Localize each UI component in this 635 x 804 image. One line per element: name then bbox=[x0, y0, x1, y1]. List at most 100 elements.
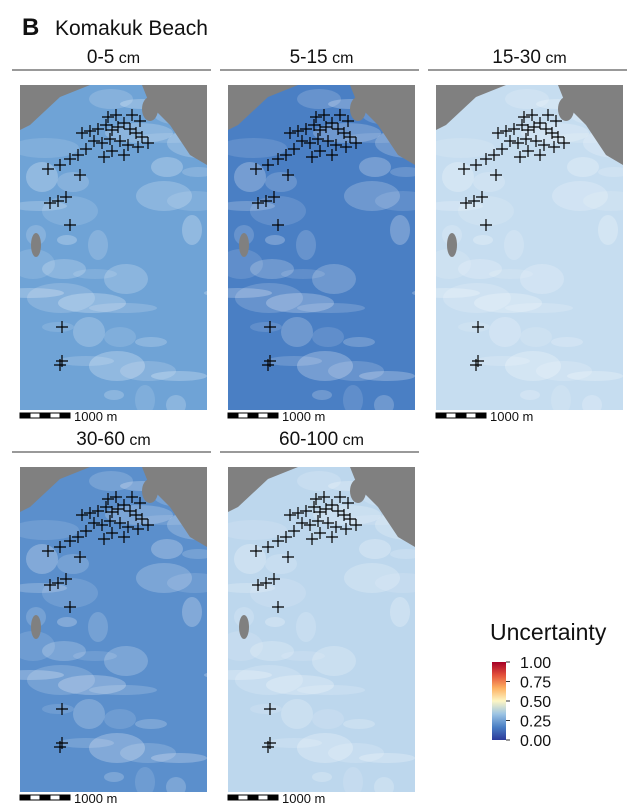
scale-bar bbox=[456, 413, 466, 418]
map-texture bbox=[312, 327, 344, 347]
map-texture bbox=[374, 777, 394, 797]
map-texture bbox=[73, 699, 105, 729]
map-texture bbox=[427, 201, 483, 211]
map-texture bbox=[219, 583, 275, 593]
map-texture bbox=[204, 288, 272, 298]
lake bbox=[239, 615, 249, 639]
map-texture bbox=[312, 709, 344, 729]
lake bbox=[447, 233, 457, 257]
map-texture bbox=[235, 665, 303, 695]
panel-depth: 5-15 bbox=[290, 47, 328, 68]
panel-unit: cm bbox=[332, 50, 353, 67]
scale-bar bbox=[446, 413, 456, 418]
figure-title: Komakuk Beach bbox=[55, 17, 208, 40]
map-texture bbox=[390, 215, 410, 245]
map-texture bbox=[359, 157, 391, 177]
panel-depth: 60-100 bbox=[279, 429, 338, 450]
map-texture bbox=[296, 230, 316, 260]
scale-bar bbox=[50, 413, 60, 418]
scale-bar bbox=[40, 795, 50, 800]
scale-bar bbox=[248, 795, 258, 800]
scale-bar bbox=[238, 795, 248, 800]
scale-bar bbox=[30, 795, 40, 800]
map-texture bbox=[343, 385, 363, 415]
map-texture bbox=[26, 162, 58, 192]
scale-bar bbox=[466, 413, 476, 418]
map-texture bbox=[343, 337, 375, 347]
map-texture bbox=[390, 597, 410, 627]
map-texture bbox=[104, 264, 148, 294]
lake bbox=[142, 97, 158, 121]
colorbar-label: 0.75 bbox=[520, 675, 551, 692]
scale-bar bbox=[60, 795, 70, 800]
map-texture bbox=[89, 471, 133, 491]
panel-depth: 30-60 bbox=[76, 429, 125, 450]
map-texture bbox=[88, 612, 108, 642]
scale-bar bbox=[228, 413, 238, 418]
panel-unit: cm bbox=[119, 50, 140, 67]
colorbar-label: 0.00 bbox=[520, 733, 551, 750]
colorbar-label: 0.50 bbox=[520, 694, 551, 711]
colorbar-label: 1.00 bbox=[520, 655, 551, 672]
map-texture bbox=[219, 138, 287, 158]
map-texture bbox=[312, 390, 332, 400]
map-texture bbox=[135, 767, 155, 797]
scale-label: 1000 m bbox=[282, 409, 325, 424]
map-texture bbox=[343, 719, 375, 729]
lake bbox=[31, 233, 41, 257]
map-texture bbox=[567, 157, 599, 177]
map-texture bbox=[89, 733, 145, 763]
map-texture bbox=[135, 719, 167, 729]
lake bbox=[350, 479, 366, 503]
scale-bar bbox=[20, 795, 30, 800]
colorbar-label: 0.25 bbox=[520, 714, 551, 731]
map-texture bbox=[343, 767, 363, 797]
map-texture bbox=[281, 317, 313, 347]
panel-unit: cm bbox=[343, 432, 364, 449]
map-texture bbox=[57, 617, 77, 627]
scale-bar bbox=[50, 795, 60, 800]
map-texture bbox=[312, 646, 356, 676]
scale-bar bbox=[436, 413, 446, 418]
lake bbox=[239, 233, 249, 257]
map-texture bbox=[11, 138, 79, 158]
map-texture bbox=[151, 539, 183, 559]
map-texture bbox=[520, 264, 564, 294]
scale-bar bbox=[20, 413, 30, 418]
map-texture bbox=[552, 181, 608, 211]
map-texture bbox=[551, 337, 583, 347]
map-texture bbox=[11, 520, 79, 540]
lake bbox=[142, 479, 158, 503]
map-texture bbox=[520, 327, 552, 347]
map-texture bbox=[27, 665, 95, 695]
map-panel: 5-15 cm 1000 m bbox=[204, 47, 443, 424]
lake bbox=[350, 97, 366, 121]
map-texture bbox=[234, 162, 266, 192]
scale-bar bbox=[60, 413, 70, 418]
map-texture bbox=[504, 230, 524, 260]
map-texture bbox=[89, 351, 145, 381]
scale-label: 1000 m bbox=[74, 409, 117, 424]
map-texture bbox=[104, 646, 148, 676]
map-texture bbox=[219, 520, 287, 540]
map-texture bbox=[520, 390, 540, 400]
map-texture bbox=[297, 471, 341, 491]
map-texture bbox=[57, 235, 77, 245]
map-panel: 30-60 cm1000 m bbox=[0, 429, 235, 804]
map-texture bbox=[234, 544, 266, 574]
map-texture bbox=[281, 699, 313, 729]
lake bbox=[31, 615, 41, 639]
map-texture bbox=[297, 89, 341, 109]
map-texture bbox=[312, 772, 332, 782]
panel-unit: cm bbox=[129, 432, 150, 449]
map-texture bbox=[344, 181, 400, 211]
colorbar bbox=[492, 662, 506, 740]
map-texture bbox=[182, 215, 202, 245]
map-texture bbox=[166, 395, 186, 415]
scale-bar bbox=[238, 413, 248, 418]
map-texture bbox=[505, 351, 561, 381]
map-texture bbox=[135, 337, 167, 347]
map-texture bbox=[219, 201, 275, 211]
figure: B Komakuk Beach 0-5 cm1000 m5-15 cm1000 … bbox=[0, 0, 635, 804]
